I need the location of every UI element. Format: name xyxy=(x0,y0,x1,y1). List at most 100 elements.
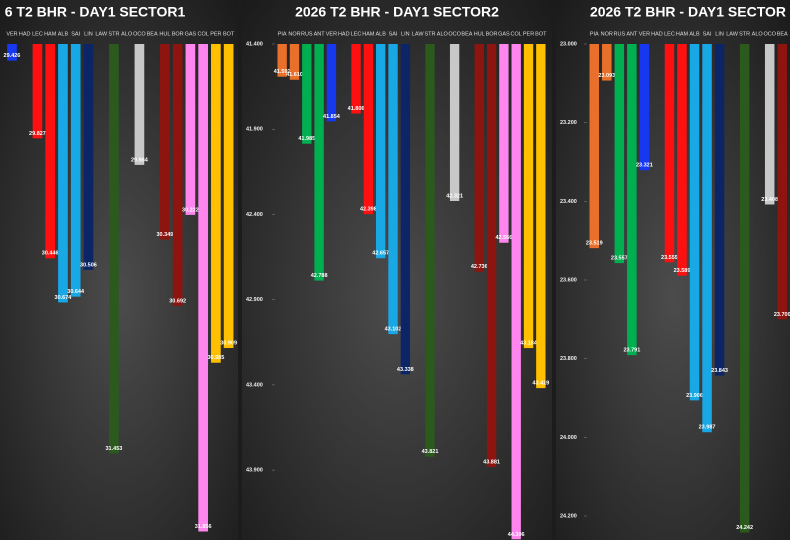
y-tick-label: 23.000 xyxy=(560,41,577,47)
value-label: 43.881 xyxy=(483,459,500,465)
x-tick-label: VER xyxy=(639,31,650,37)
x-tick-label: ANT xyxy=(626,31,638,37)
value-label: 24.242 xyxy=(736,525,753,531)
chart-title: 6 T2 BHR - DAY1 SECTOR1 xyxy=(5,4,186,20)
bar xyxy=(388,44,398,335)
y-tick-label: 24.200 xyxy=(560,513,577,519)
value-label: 23.791 xyxy=(623,348,640,354)
bar xyxy=(777,44,787,320)
bar xyxy=(363,44,374,215)
x-tick-label: HUL xyxy=(474,31,485,37)
bar xyxy=(702,44,712,433)
x-tick-label: HAM xyxy=(362,31,375,37)
value-label: 23.408 xyxy=(761,197,778,203)
bar xyxy=(523,44,534,349)
x-tick-label: ALO xyxy=(752,31,764,37)
value-label: 23.843 xyxy=(711,368,728,374)
value-label: 23.321 xyxy=(636,163,653,169)
x-tick-label: ALB xyxy=(689,31,700,37)
x-tick-label: STR xyxy=(424,31,435,37)
bar xyxy=(211,44,221,363)
bar xyxy=(677,44,687,276)
x-tick-label: BEA xyxy=(147,31,158,37)
value-label: 23.700 xyxy=(774,312,790,318)
value-label: 30.349 xyxy=(156,232,173,238)
x-tick-label: SAI xyxy=(71,31,80,37)
value-label: 43.419 xyxy=(532,381,549,387)
value-label: 31.453 xyxy=(106,446,123,452)
x-tick-label: SAI xyxy=(703,31,712,37)
bar xyxy=(134,44,145,165)
y-tick-label: 41.400 xyxy=(246,41,263,47)
bar xyxy=(486,44,497,467)
bar xyxy=(714,44,725,376)
bar xyxy=(664,44,675,263)
x-tick-label: LIN xyxy=(84,31,93,37)
x-tick-label: GAS xyxy=(185,31,197,37)
value-label: 30.222 xyxy=(182,207,199,213)
y-tick-label: 24.000 xyxy=(560,435,577,441)
x-tick-label: STR xyxy=(739,31,750,37)
x-tick-label: BEA xyxy=(777,31,788,37)
y-tick-label: 42.400 xyxy=(246,212,263,218)
y-tick-label: 23.600 xyxy=(560,277,577,283)
value-label: 31.856 xyxy=(195,524,212,530)
x-tick-label: ALO xyxy=(121,31,133,37)
x-tick-label: ANT xyxy=(314,31,326,37)
x-tick-label: NOR xyxy=(601,31,613,37)
chart-panel: 2026 T2 BHR - DAY1 SECTOR 23.000 23.200 23.… xyxy=(556,0,790,540)
bar xyxy=(449,44,460,201)
bar xyxy=(326,44,337,122)
value-label: 41.854 xyxy=(323,114,341,120)
bar xyxy=(198,44,208,532)
x-tick-label: RUS xyxy=(301,31,313,37)
bar xyxy=(689,44,700,401)
bar xyxy=(376,44,386,259)
x-tick-label: HAD xyxy=(19,31,31,37)
value-label: 43.184 xyxy=(520,341,538,347)
value-label: 29.827 xyxy=(29,131,46,137)
value-label: 43.821 xyxy=(422,449,439,455)
x-tick-label: HUL xyxy=(159,31,170,37)
bar xyxy=(83,44,94,270)
y-tick-label: 41.900 xyxy=(246,127,263,133)
value-label: 23.589 xyxy=(674,268,691,274)
x-tick-label: VER xyxy=(326,31,337,37)
x-tick-label: BEA xyxy=(461,31,472,37)
y-tick-label: 43.400 xyxy=(246,382,263,388)
y-tick-label: 43.900 xyxy=(246,468,263,474)
value-label: 41.610 xyxy=(286,72,303,78)
value-label: 23.519 xyxy=(586,241,603,247)
bar xyxy=(109,44,119,454)
value-label: 30.909 xyxy=(220,340,237,346)
x-tick-label: NOR xyxy=(288,31,300,37)
value-label: 42.788 xyxy=(311,273,328,279)
bar xyxy=(289,44,300,80)
x-tick-label: OCO xyxy=(763,31,776,37)
bar xyxy=(351,44,361,114)
value-label: 23.557 xyxy=(611,256,628,262)
bar xyxy=(739,44,750,533)
x-tick-label: VER xyxy=(6,31,17,37)
x-tick-label: LIN xyxy=(401,31,410,37)
x-tick-label: LEC xyxy=(32,31,43,37)
x-tick-label: LAW xyxy=(726,31,739,37)
x-tick-label: GAS xyxy=(498,31,510,37)
value-label: 42.398 xyxy=(360,207,377,213)
x-tick-label: LEC xyxy=(351,31,362,37)
bar xyxy=(160,44,170,240)
chart-title: 2026 T2 BHR - DAY1 SECTOR xyxy=(590,4,786,20)
value-label: 30.506 xyxy=(80,262,97,268)
value-label: 41.985 xyxy=(298,136,315,142)
bar xyxy=(536,44,546,389)
value-label: 44.306 xyxy=(508,532,525,538)
value-label: 29.426 xyxy=(4,53,21,59)
x-tick-label: BOT xyxy=(223,31,235,37)
bar xyxy=(589,44,600,249)
y-tick-label: 23.400 xyxy=(560,199,577,205)
bar xyxy=(602,44,612,81)
x-tick-label: STR xyxy=(108,31,119,37)
bar xyxy=(32,44,43,139)
value-label: 30.644 xyxy=(67,289,85,295)
